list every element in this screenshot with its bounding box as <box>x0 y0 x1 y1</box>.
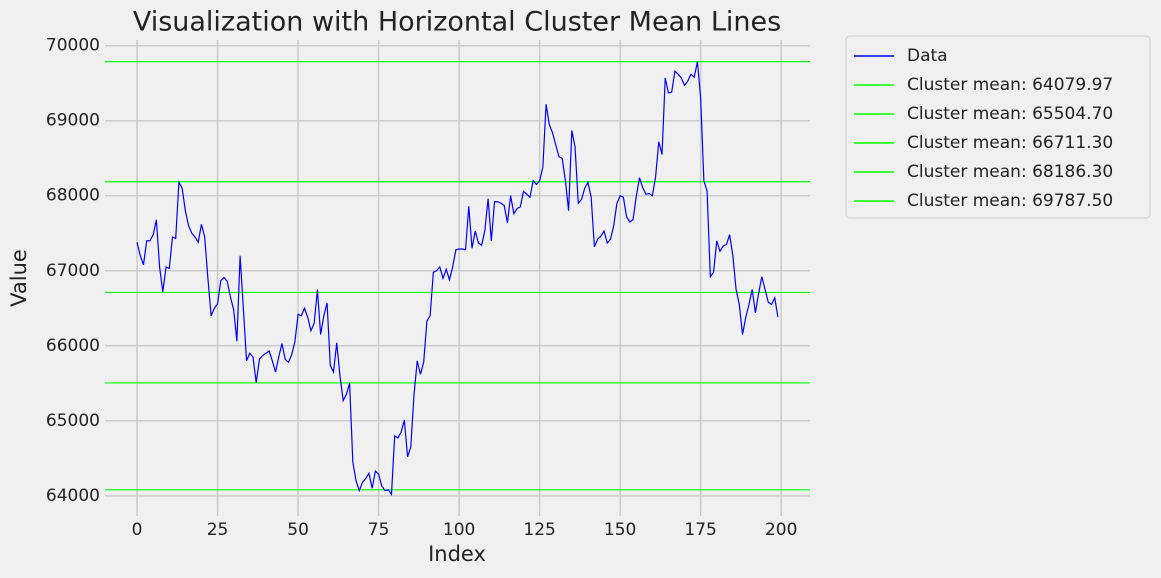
legend-label: Cluster mean: 66711.30 <box>907 133 1113 153</box>
x-axis-label: Index <box>428 542 486 566</box>
legend: Data Cluster mean: 64079.97 Cluster mean: … <box>854 46 1113 211</box>
legend-label: Cluster mean: 69787.50 <box>907 191 1113 211</box>
y-axis-label: Value <box>7 249 31 307</box>
x-tick-label: 150 <box>604 520 636 540</box>
y-tick-label: 64000 <box>46 486 100 506</box>
x-tick-label: 50 <box>287 520 309 540</box>
y-tick-label: 67000 <box>46 261 100 281</box>
y-tick-label: 66000 <box>46 336 100 356</box>
legend-label: Data <box>907 46 948 66</box>
data-line <box>136 61 779 497</box>
y-tick-label: 65000 <box>46 411 100 431</box>
y-tick-label: 68000 <box>46 186 100 206</box>
grid: 0 25 50 75 100 125 150 175 200 64000 65000 66000 670… <box>46 36 810 540</box>
x-tick-label: 25 <box>207 520 229 540</box>
x-tick-label: 100 <box>443 520 475 540</box>
x-tick-label: 175 <box>684 520 716 540</box>
legend-label: Cluster mean: 68186.30 <box>907 162 1113 182</box>
legend-box <box>845 35 1151 219</box>
x-tick-label: 0 <box>132 520 143 540</box>
x-tick-label: 75 <box>368 520 390 540</box>
y-tick-label: 70000 <box>46 36 100 56</box>
x-tick-label: 200 <box>765 520 797 540</box>
plot <box>105 61 810 497</box>
legend-label: Cluster mean: 64079.97 <box>907 75 1113 95</box>
legend-label: Cluster mean: 65504.70 <box>907 104 1113 124</box>
x-tick-label: 125 <box>523 520 555 540</box>
chart-title: Visualization with Horizontal Cluster Me… <box>133 7 781 38</box>
y-tick-label: 69000 <box>46 111 100 131</box>
